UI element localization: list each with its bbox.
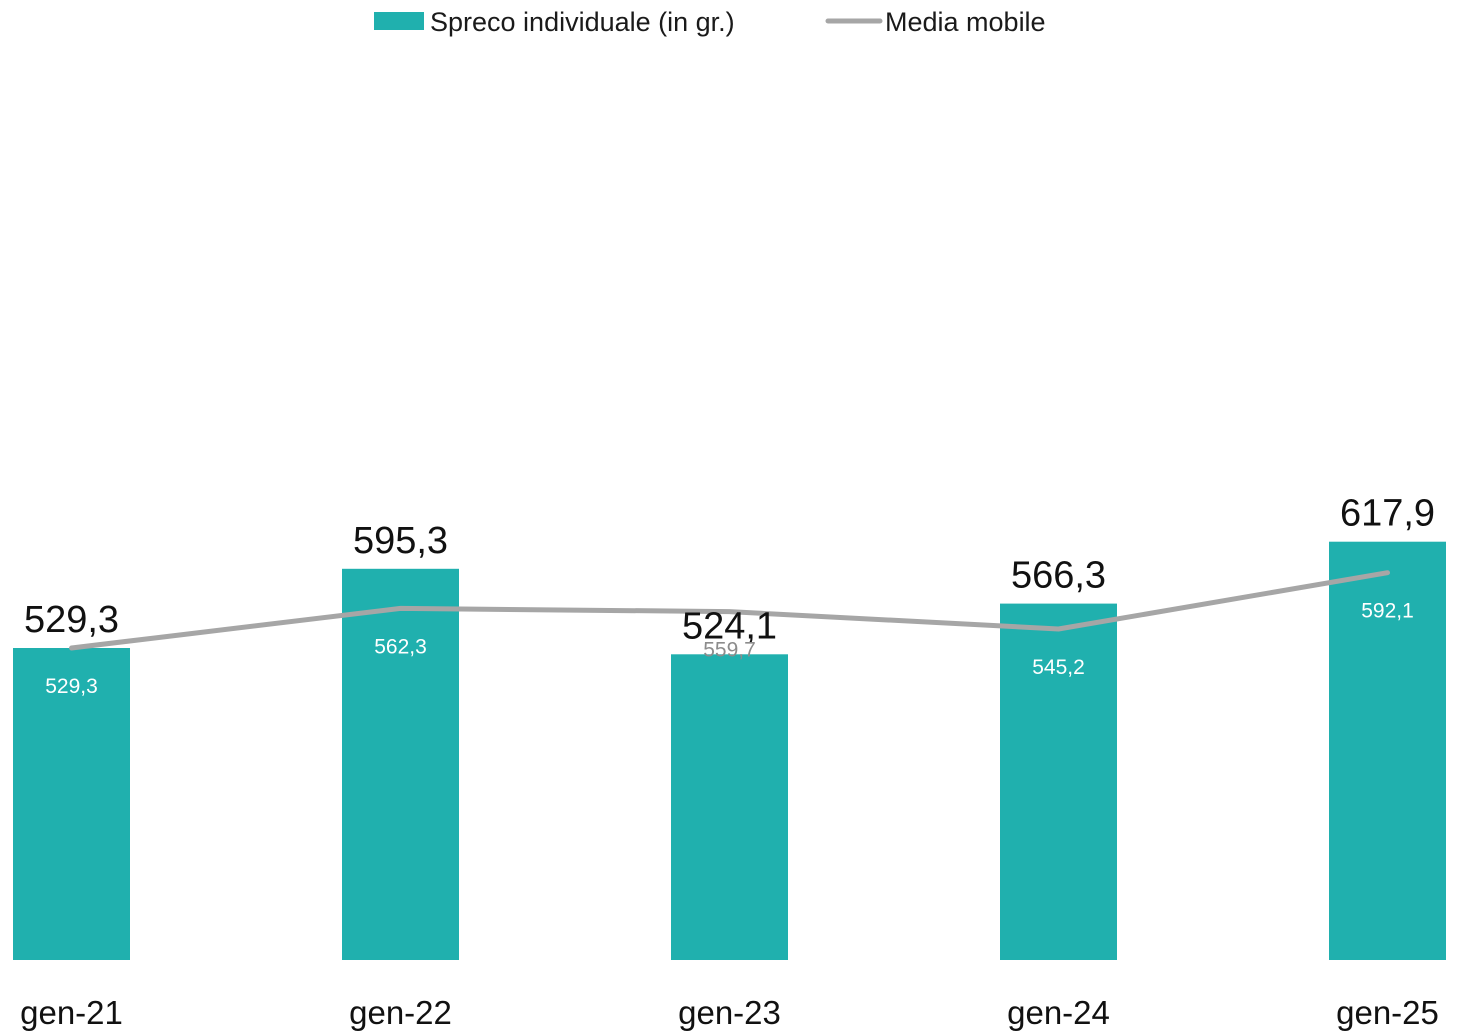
bar-gen-25	[1329, 541, 1446, 960]
bar-value-label-gen-22: 595,3	[353, 520, 448, 562]
x-tick-label-gen-22: gen-22	[349, 994, 452, 1031]
x-tick-label-gen-24: gen-24	[1007, 994, 1110, 1031]
legend-bar-label: Spreco individuale (in gr.)	[430, 7, 735, 37]
bar-gen-24	[1000, 603, 1117, 960]
bar-data-labels: 529,3 595,3 524,1 566,3 617,9	[24, 493, 1435, 648]
bar-value-label-gen-24: 566,3	[1011, 555, 1106, 597]
line-data-labels: 529,3 562,3 559,7 545,2 592,1	[45, 600, 1414, 698]
x-tick-label-gen-25: gen-25	[1336, 994, 1439, 1031]
legend-bar-swatch	[374, 12, 424, 30]
bar-value-label-gen-23: 524,1	[682, 605, 777, 647]
line-value-label-gen-21: 529,3	[45, 675, 98, 698]
legend: Spreco individuale (in gr.) Media mobile	[374, 7, 1046, 37]
line-value-label-gen-22: 562,3	[374, 635, 427, 658]
moving-average-line	[69, 570, 1390, 651]
x-axis-tick-labels: gen-21 gen-22 gen-23 gen-24 gen-25	[20, 994, 1439, 1031]
legend-line-label: Media mobile	[885, 7, 1046, 37]
line-value-label-gen-23: 559,7	[703, 639, 756, 662]
line-value-label-gen-24: 545,2	[1032, 656, 1085, 679]
bar-value-label-gen-25: 617,9	[1340, 493, 1435, 535]
bar-gen-23	[671, 654, 788, 960]
bar-gen-22	[342, 568, 459, 960]
bar-series	[13, 541, 1446, 960]
line-value-label-gen-25: 592,1	[1361, 600, 1414, 623]
bar-value-label-gen-21: 529,3	[24, 599, 119, 641]
x-tick-label-gen-23: gen-23	[678, 994, 781, 1031]
line-series	[69, 570, 1390, 651]
bar-gen-21	[13, 648, 130, 960]
x-tick-label-gen-21: gen-21	[20, 994, 123, 1031]
